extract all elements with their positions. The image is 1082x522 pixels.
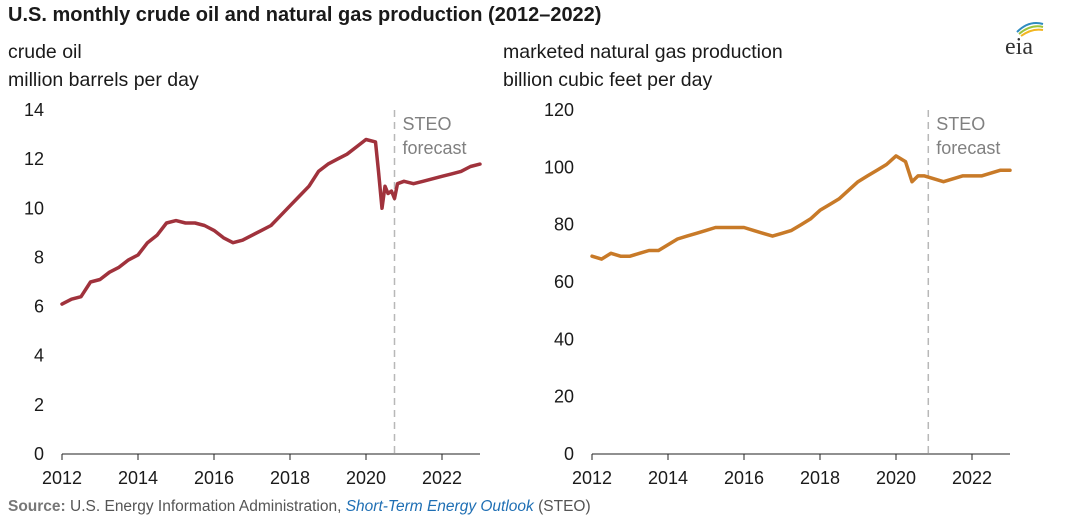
gas-xtick-label: 2020 [876, 468, 916, 488]
oil-steo-forecast-label: STEO [403, 114, 452, 134]
oil-chart-subtitle: crude oil million barrels per day [8, 38, 199, 94]
steo-link[interactable]: Short-Term Energy Outlook [345, 498, 534, 515]
oil-chart-subtitle-line2: million barrels per day [8, 69, 199, 91]
gas-ytick-label: 120 [544, 100, 574, 120]
oil-ytick-label: 6 [34, 297, 44, 317]
oil-ytick-label: 0 [34, 444, 44, 464]
gas-ytick-label: 80 [554, 215, 574, 235]
source-note: Source: U.S. Energy Information Administ… [8, 498, 591, 516]
oil-xtick-label: 2022 [422, 468, 462, 488]
oil-steo-forecast-label: forecast [403, 138, 467, 158]
chart-title: U.S. monthly crude oil and natural gas p… [8, 4, 602, 26]
eia-logo: eia [1005, 22, 1044, 58]
gas-xtick-label: 2014 [648, 468, 688, 488]
gas-chart-subtitle: marketed natural gas production billion … [503, 38, 783, 94]
oil-xtick-label: 2020 [346, 468, 386, 488]
oil-ytick-label: 10 [24, 198, 44, 218]
oil-ytick-label: 4 [34, 346, 44, 366]
gas-chart-subtitle-line2: billion cubic feet per day [503, 69, 713, 91]
oil-series-line [60, 137, 482, 306]
source-text: U.S. Energy Information Administration, [65, 498, 346, 515]
oil-ytick-label: 2 [34, 395, 44, 415]
gas-chart: 0 20 40 60 80 100 120 2012 2014 2016 2018 2020 2022 S… [544, 100, 1012, 488]
eia-logo-text: eia [1005, 34, 1033, 58]
gas-ytick-label: 100 [544, 157, 574, 177]
oil-ytick-label: 14 [24, 100, 44, 120]
gas-ytick-label: 40 [554, 329, 574, 349]
gas-steo-forecast-label: STEO [936, 114, 985, 134]
gas-ytick-label: 20 [554, 387, 574, 407]
oil-xtick-label: 2018 [270, 468, 310, 488]
gas-xtick-label: 2012 [572, 468, 612, 488]
gas-xtick-label: 2016 [724, 468, 764, 488]
gas-series-line [590, 154, 1012, 261]
gas-xtick-label: 2018 [800, 468, 840, 488]
oil-chart-subtitle-line1: crude oil [8, 41, 82, 63]
oil-ytick-label: 12 [24, 149, 44, 169]
gas-steo-forecast-label: forecast [936, 138, 1000, 158]
oil-xtick-label: 2014 [118, 468, 158, 488]
gas-ytick-label: 60 [554, 272, 574, 292]
source-suffix: (STEO) [533, 498, 591, 515]
oil-ytick-label: 8 [34, 247, 44, 267]
gas-xtick-label: 2022 [952, 468, 992, 488]
source-label: Source: [8, 498, 66, 515]
oil-chart: 0 2 4 6 8 10 12 14 2012 2014 2016 2018 2020 2022 STEO f… [24, 100, 482, 488]
gas-ytick-label: 0 [564, 444, 574, 464]
oil-xtick-label: 2012 [42, 468, 82, 488]
gas-chart-subtitle-line1: marketed natural gas production [503, 41, 783, 63]
oil-xtick-label: 2016 [194, 468, 234, 488]
